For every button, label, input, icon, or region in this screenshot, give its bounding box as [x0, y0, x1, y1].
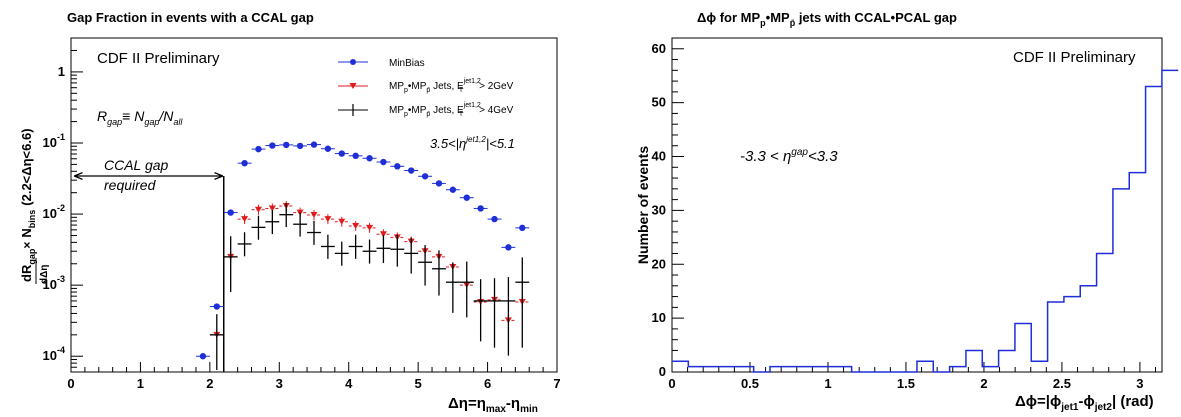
jets2-point: [241, 216, 249, 223]
right-watermark: CDF II Preliminary: [1013, 49, 1136, 66]
minbias-point: [338, 150, 345, 157]
right-chart-title: Δϕ for MPp•MPp̄ jets with CCAL•PCAL gap: [697, 10, 957, 28]
right-x-tick-label: 1: [824, 376, 831, 391]
minbias-point: [296, 142, 304, 150]
right-y-tick-label: 20: [652, 256, 666, 271]
legend-minbias-label: MinBias: [389, 58, 425, 69]
minbias-point: [269, 142, 276, 149]
left-y-tick-label: 10-2: [43, 203, 65, 221]
legend-jets4-label: MPp•MPp̄ Jets, Ejet1,2 T > 4GeV: [389, 102, 514, 118]
right-x-tick-label: 2: [980, 376, 987, 391]
right-y-tick-label: 10: [652, 310, 666, 325]
left-x-tick-label: 5: [415, 376, 422, 391]
left-y-tick-label: 10-3: [43, 274, 65, 292]
minbias-point: [366, 155, 373, 162]
minbias-point: [505, 244, 512, 251]
left-y-tick-label: 10-4: [43, 345, 65, 363]
right-x-tick-label: 0.5: [741, 376, 759, 391]
legend-jets2-label: MPp•MPp̄ Jets, Ejet1,2 T > 2GeV: [389, 78, 514, 94]
left-legend: MinBias MPp•MPp̄ Jets, Ejet1,2 T > 2GeV MP…: [338, 58, 514, 118]
left-x-tick-label: 2: [206, 376, 213, 391]
minbias-point: [519, 224, 526, 232]
right-y-tick-label: 40: [652, 149, 666, 164]
minbias-point: [435, 180, 443, 187]
left-watermark: CDF II Preliminary: [97, 50, 220, 67]
minbias-point: [227, 209, 234, 216]
left-data-series: [195, 141, 530, 371]
right-y-tick-label: 50: [652, 95, 666, 110]
minbias-point: [352, 152, 359, 160]
right-y-tick-label: 60: [652, 41, 666, 56]
jets2-point: [268, 205, 276, 212]
minbias-point: [421, 173, 429, 180]
jets2-point: [379, 231, 387, 238]
jets2-point: [254, 206, 262, 213]
right-x-tick-label: 2.5: [1053, 376, 1071, 391]
left-y-axis-label: dRgap×Nbins(2.2<Δη<6.6) dΔη: [19, 128, 50, 284]
left-x-tick-label: 4: [345, 376, 353, 391]
right-x-tick-label: 3: [1136, 376, 1143, 391]
left-x-tick-label: 6: [484, 376, 491, 391]
rgap-definition: Rgap≡ Ngap/Nall: [97, 108, 183, 127]
ccal-gap-label-line2: required: [104, 177, 157, 193]
jets2-point: [310, 212, 318, 219]
svg-text:dRgap×Nbins(2.2<Δη<6.6): dRgap×Nbins(2.2<Δη<6.6): [19, 128, 37, 282]
jets2-point: [338, 218, 346, 225]
minbias-point: [255, 145, 262, 153]
legend-jets2-marker: [349, 83, 357, 89]
right-y-tick-label: 0: [659, 364, 666, 379]
minbias-point: [380, 158, 387, 166]
minbias-point: [449, 186, 457, 193]
right-y-tick-label: 30: [652, 202, 666, 217]
minbias-point: [491, 215, 498, 223]
left-x-tick-label: 0: [67, 376, 74, 391]
right-y-axis-label: Number of events: [635, 146, 651, 264]
minbias-point: [463, 194, 470, 201]
minbias-point: [213, 303, 220, 310]
legend-minbias-marker: [350, 59, 356, 65]
minbias-point: [394, 163, 401, 170]
svg-text:dΔη: dΔη: [39, 265, 50, 284]
eta-jet-range: 3.5<|ηjet1,2|<5.1: [430, 135, 515, 151]
right-x-tick-label: 0: [668, 376, 675, 391]
left-plot-frame: [70, 37, 558, 373]
right-x-tick-label: 1.5: [897, 376, 915, 391]
left-x-tick-label: 7: [553, 376, 560, 391]
minbias-point: [241, 159, 248, 167]
minbias-point: [324, 145, 332, 152]
right-plot-frame: [671, 37, 1163, 373]
ccal-gap-label-line1: CCAL gap: [104, 157, 169, 173]
minbias-point: [477, 205, 484, 212]
left-x-tick-label: 1: [137, 376, 144, 391]
minbias-point: [408, 167, 415, 174]
left-y-tick-label: 10-1: [43, 132, 65, 150]
minbias-point: [310, 141, 318, 148]
jets2-point: [366, 224, 374, 231]
left-axis-ticks: 0 1 2 3 4 5 6 7 10-4 10-3 10-2 10-1 1: [43, 37, 561, 391]
left-x-tick-label: 3: [276, 376, 283, 391]
jets2-point: [324, 216, 332, 223]
minbias-point: [283, 141, 290, 149]
eta-gap-range: -3.3 < ηgap<3.3: [740, 147, 838, 165]
jets2-point: [352, 222, 360, 229]
left-chart-title: Gap Fraction in events with a CCAL gap: [67, 10, 314, 25]
right-x-axis-label: Δϕ=|ϕjet1-ϕjet2| (rad): [1015, 393, 1154, 412]
minbias-point: [199, 353, 207, 360]
right-panel: Δϕ for MPp•MPp̄ jets with CCAL•PCAL gap …: [635, 10, 1179, 413]
right-histogram: [672, 69, 1179, 373]
left-y-tick-label: 1: [58, 64, 65, 79]
left-panel: Gap Fraction in events with a CCAL gap C…: [19, 10, 561, 415]
left-x-axis-label: Δη=ηmax-ηmin: [448, 395, 538, 412]
